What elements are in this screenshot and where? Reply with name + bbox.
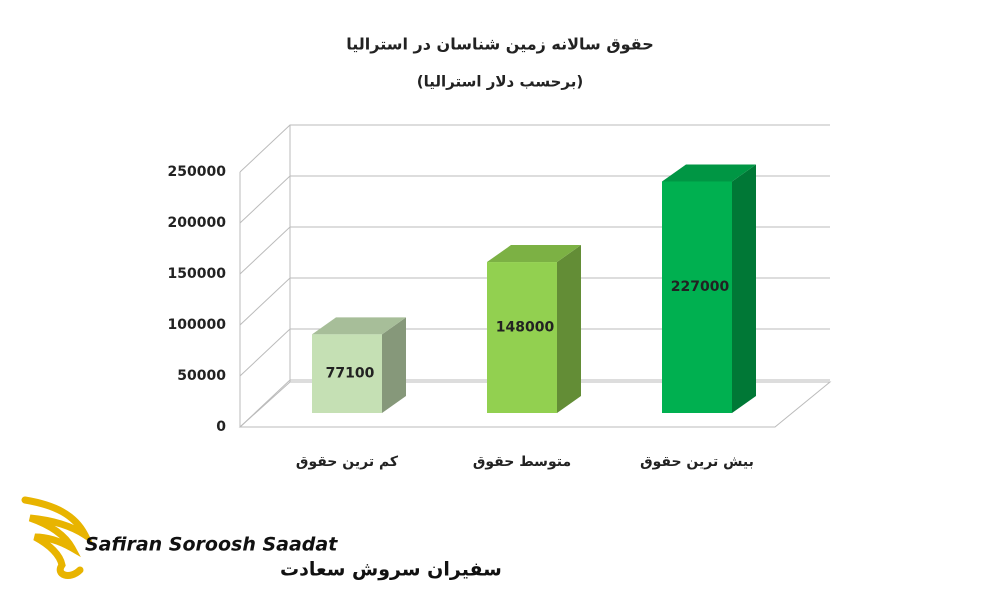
bar-side	[382, 317, 406, 413]
y-tick-label: 200000	[168, 215, 227, 231]
bar-top	[662, 164, 756, 182]
y-tick-label: 250000	[168, 164, 227, 180]
bar	[662, 181, 732, 413]
y-tick-label: 0	[216, 419, 226, 435]
grid-line	[239, 226, 830, 275]
logo-wing	[21, 496, 95, 579]
bar	[487, 262, 557, 413]
bar-top	[312, 317, 406, 335]
chart-title: حقوق سالانه زمین شناسان در استرالیا	[346, 35, 653, 54]
grid-line	[239, 175, 830, 224]
x-tick-label: بیش ترین حقوق	[640, 454, 754, 470]
data-label: 77100	[326, 366, 375, 382]
logo-latin: Safiran Soroosh Saadat	[85, 534, 338, 556]
grid-line	[239, 277, 830, 326]
bar	[312, 334, 382, 413]
y-tick-label: 50000	[177, 368, 226, 384]
data-label: 227000	[671, 279, 730, 295]
grid-line	[239, 379, 830, 428]
bar-side	[557, 245, 581, 413]
data-label: 148000	[496, 320, 555, 336]
x-tick-label: متوسط حقوق	[473, 454, 571, 470]
y-tick-label: 150000	[168, 266, 227, 282]
bar-top	[487, 245, 581, 263]
y-tick-label: 100000	[168, 317, 227, 333]
bar-side	[732, 164, 756, 413]
grid-line	[239, 124, 830, 173]
logo-persian: سفیران سروش سعادت	[280, 559, 502, 581]
logo: Safiran Soroosh Saadat سفیران سروش سعادت	[21, 496, 502, 581]
x-tick-label: کم ترین حقوق	[296, 454, 399, 470]
chart-subtitle: (برحسب دلار استرالیا)	[417, 73, 583, 91]
grid-line	[239, 328, 830, 377]
